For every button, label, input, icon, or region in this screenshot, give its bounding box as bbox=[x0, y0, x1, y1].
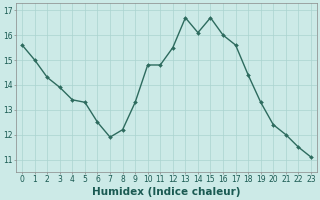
X-axis label: Humidex (Indice chaleur): Humidex (Indice chaleur) bbox=[92, 187, 241, 197]
